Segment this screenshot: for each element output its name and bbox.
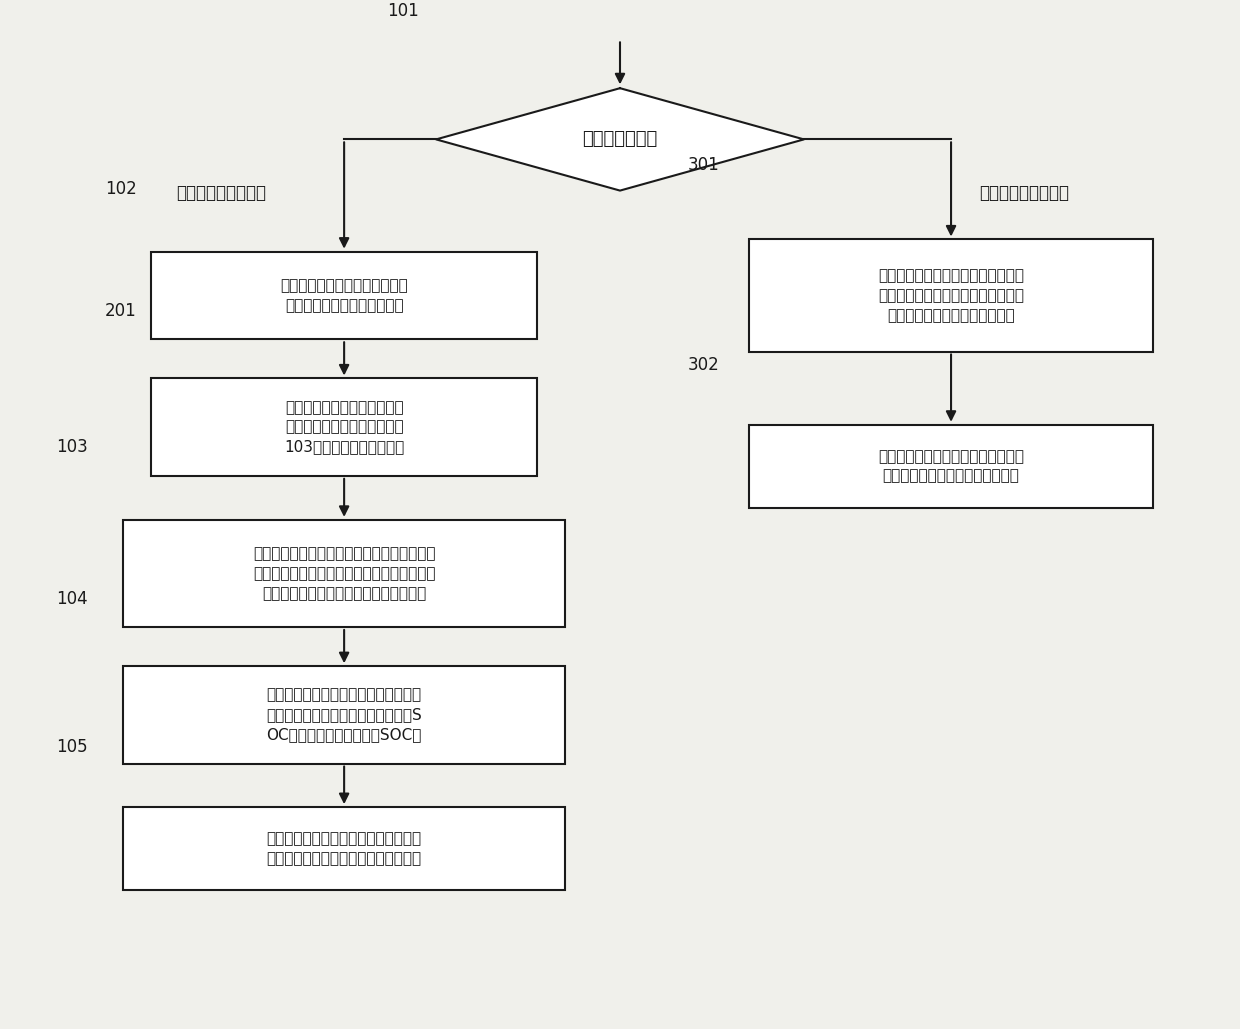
Polygon shape — [436, 88, 804, 190]
Text: 302: 302 — [687, 356, 719, 374]
Bar — [124, 666, 565, 764]
Text: 301: 301 — [687, 156, 719, 174]
Bar — [124, 520, 565, 627]
Text: 计算电池组内当前电压值最小
的单节电池的内阻，作为步骤
103所述的单节电池内阻。: 计算电池组内当前电压值最小 的单节电池的内阻，作为步骤 103所述的单节电池内阻… — [284, 400, 404, 455]
Text: 电池组处于放电状态: 电池组处于放电状态 — [980, 184, 1070, 202]
Text: 101: 101 — [387, 2, 419, 20]
Text: 根据计算得到的该单节电池的开漏电压
，查询映射表，以该开漏电压对应的S
OC值，作为电池组当前的SOC。: 根据计算得到的该单节电池的开漏电压 ，查询映射表，以该开漏电压对应的S OC值，… — [267, 687, 422, 742]
Text: 104: 104 — [56, 590, 88, 607]
Text: 103: 103 — [56, 438, 88, 457]
Text: 电池组状态判定: 电池组状态判定 — [583, 131, 657, 148]
Bar — [749, 425, 1153, 507]
Text: 监测电池组的放电电流，计算消耗电
量，根据消耗电量、之前的剩余电量
，计算电池组当前的剩余电量。: 监测电池组的放电电流，计算消耗电 量，根据消耗电量、之前的剩余电量 ，计算电池组… — [878, 269, 1024, 323]
Text: 实时采样电池组内各单节电池的
电压，记为各单节电池电压。: 实时采样电池组内各单节电池的 电压，记为各单节电池电压。 — [280, 278, 408, 313]
Bar — [749, 240, 1153, 352]
Bar — [124, 807, 565, 890]
Bar — [151, 251, 537, 340]
Text: 电池组处于充电状态: 电池组处于充电状态 — [176, 184, 267, 202]
Bar — [151, 379, 537, 475]
Text: 201: 201 — [105, 301, 136, 320]
Text: 根据消耗电量、之前的剩余电量，计
算并更新电池组当前的剩余电量。: 根据消耗电量、之前的剩余电量，计 算并更新电池组当前的剩余电量。 — [878, 449, 1024, 484]
Text: 105: 105 — [56, 738, 88, 756]
Text: 根据电池组当前的剩余电量百分比、实
际容量，计算电池组当前的剩余电量。: 根据电池组当前的剩余电量百分比、实 际容量，计算电池组当前的剩余电量。 — [267, 831, 422, 865]
Text: 102: 102 — [105, 180, 136, 198]
Text: 根据充电电流、单节电池内阻、电池组内当前
电压值最小的单节电池电压，计算该电池组内
当前电压值最小的单节电池的开漏电压。: 根据充电电流、单节电池内阻、电池组内当前 电压值最小的单节电池电压，计算该电池组… — [253, 546, 435, 601]
